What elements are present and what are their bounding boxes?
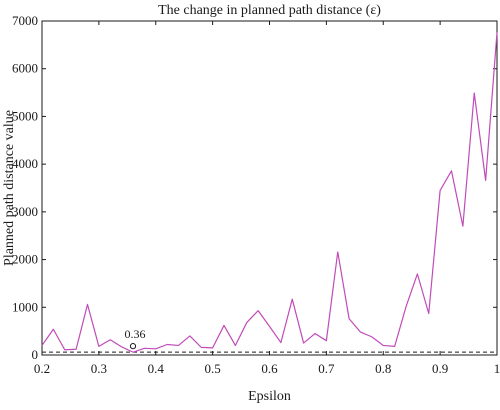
x-tick-label: 0.4 [148,361,165,376]
x-tick-label: 1 [494,361,500,376]
y-tick-label: 1000 [12,299,38,314]
y-tick-label: 5000 [12,108,38,123]
annotation-marker [129,343,137,350]
x-axis-label: Epsilon [248,389,291,404]
x-tick-label: 0.9 [432,361,448,376]
y-tick-label: 7000 [12,13,38,28]
y-tick-label: 4000 [12,156,38,171]
series-line [41,32,498,353]
annotation-label: 0.36 [125,327,146,341]
chart-title: The change in planned path distance (ε) [158,3,381,18]
plot-frame [41,20,498,356]
y-axis-label: Planned path distance value [2,110,17,266]
y-tick-label: 2000 [12,252,38,267]
x-tick-label: 0.6 [261,361,278,376]
x-tick-label: 0.2 [34,361,50,376]
y-tick-label: 6000 [12,61,38,76]
x-tick-label: 0.5 [205,361,221,376]
x-tick-label: 0.7 [318,361,335,376]
y-tick-label: 0 [32,347,39,362]
x-tick-label: 0.8 [375,361,391,376]
x-tick-label: 0.3 [91,361,107,376]
y-tick-label: 3000 [12,204,38,219]
